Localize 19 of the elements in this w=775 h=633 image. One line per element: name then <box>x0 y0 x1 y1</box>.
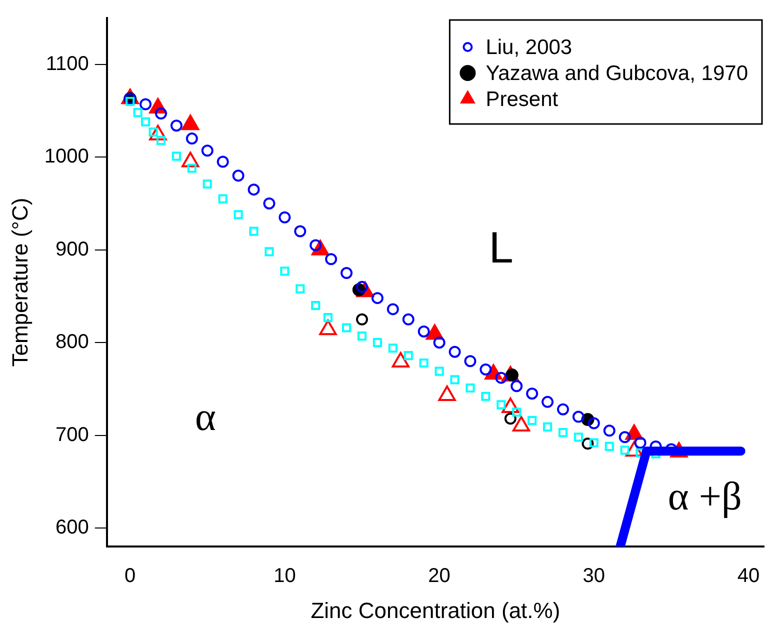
legend-label: Present <box>486 88 558 111</box>
y-tick-label: 900 <box>56 238 89 260</box>
x-tick-label: 40 <box>737 565 760 588</box>
y-tick-label: 800 <box>56 331 89 354</box>
y-tick-label: 600 <box>56 516 89 539</box>
legend-label: Yazawa and Gubcova, 1970 <box>486 62 748 85</box>
x-tick-label: 30 <box>582 565 606 588</box>
y-tick-label: 700 <box>56 424 89 446</box>
annotation: α +β <box>668 474 742 519</box>
x-tick-label: 10 <box>274 565 296 588</box>
x-tick-label: 0 <box>124 565 136 588</box>
y-tick-label: 1100 <box>46 52 89 75</box>
x-axis-title: Zinc Concentration (at.%) <box>310 598 560 623</box>
y-axis-title: Temperature (°C) <box>7 198 32 367</box>
annotation: α <box>194 394 216 440</box>
y-tick-label: 1000 <box>44 146 89 168</box>
legend-label: Liu, 2003 <box>486 36 572 59</box>
annotation: L <box>488 224 514 273</box>
x-tick-label: 20 <box>428 565 450 588</box>
